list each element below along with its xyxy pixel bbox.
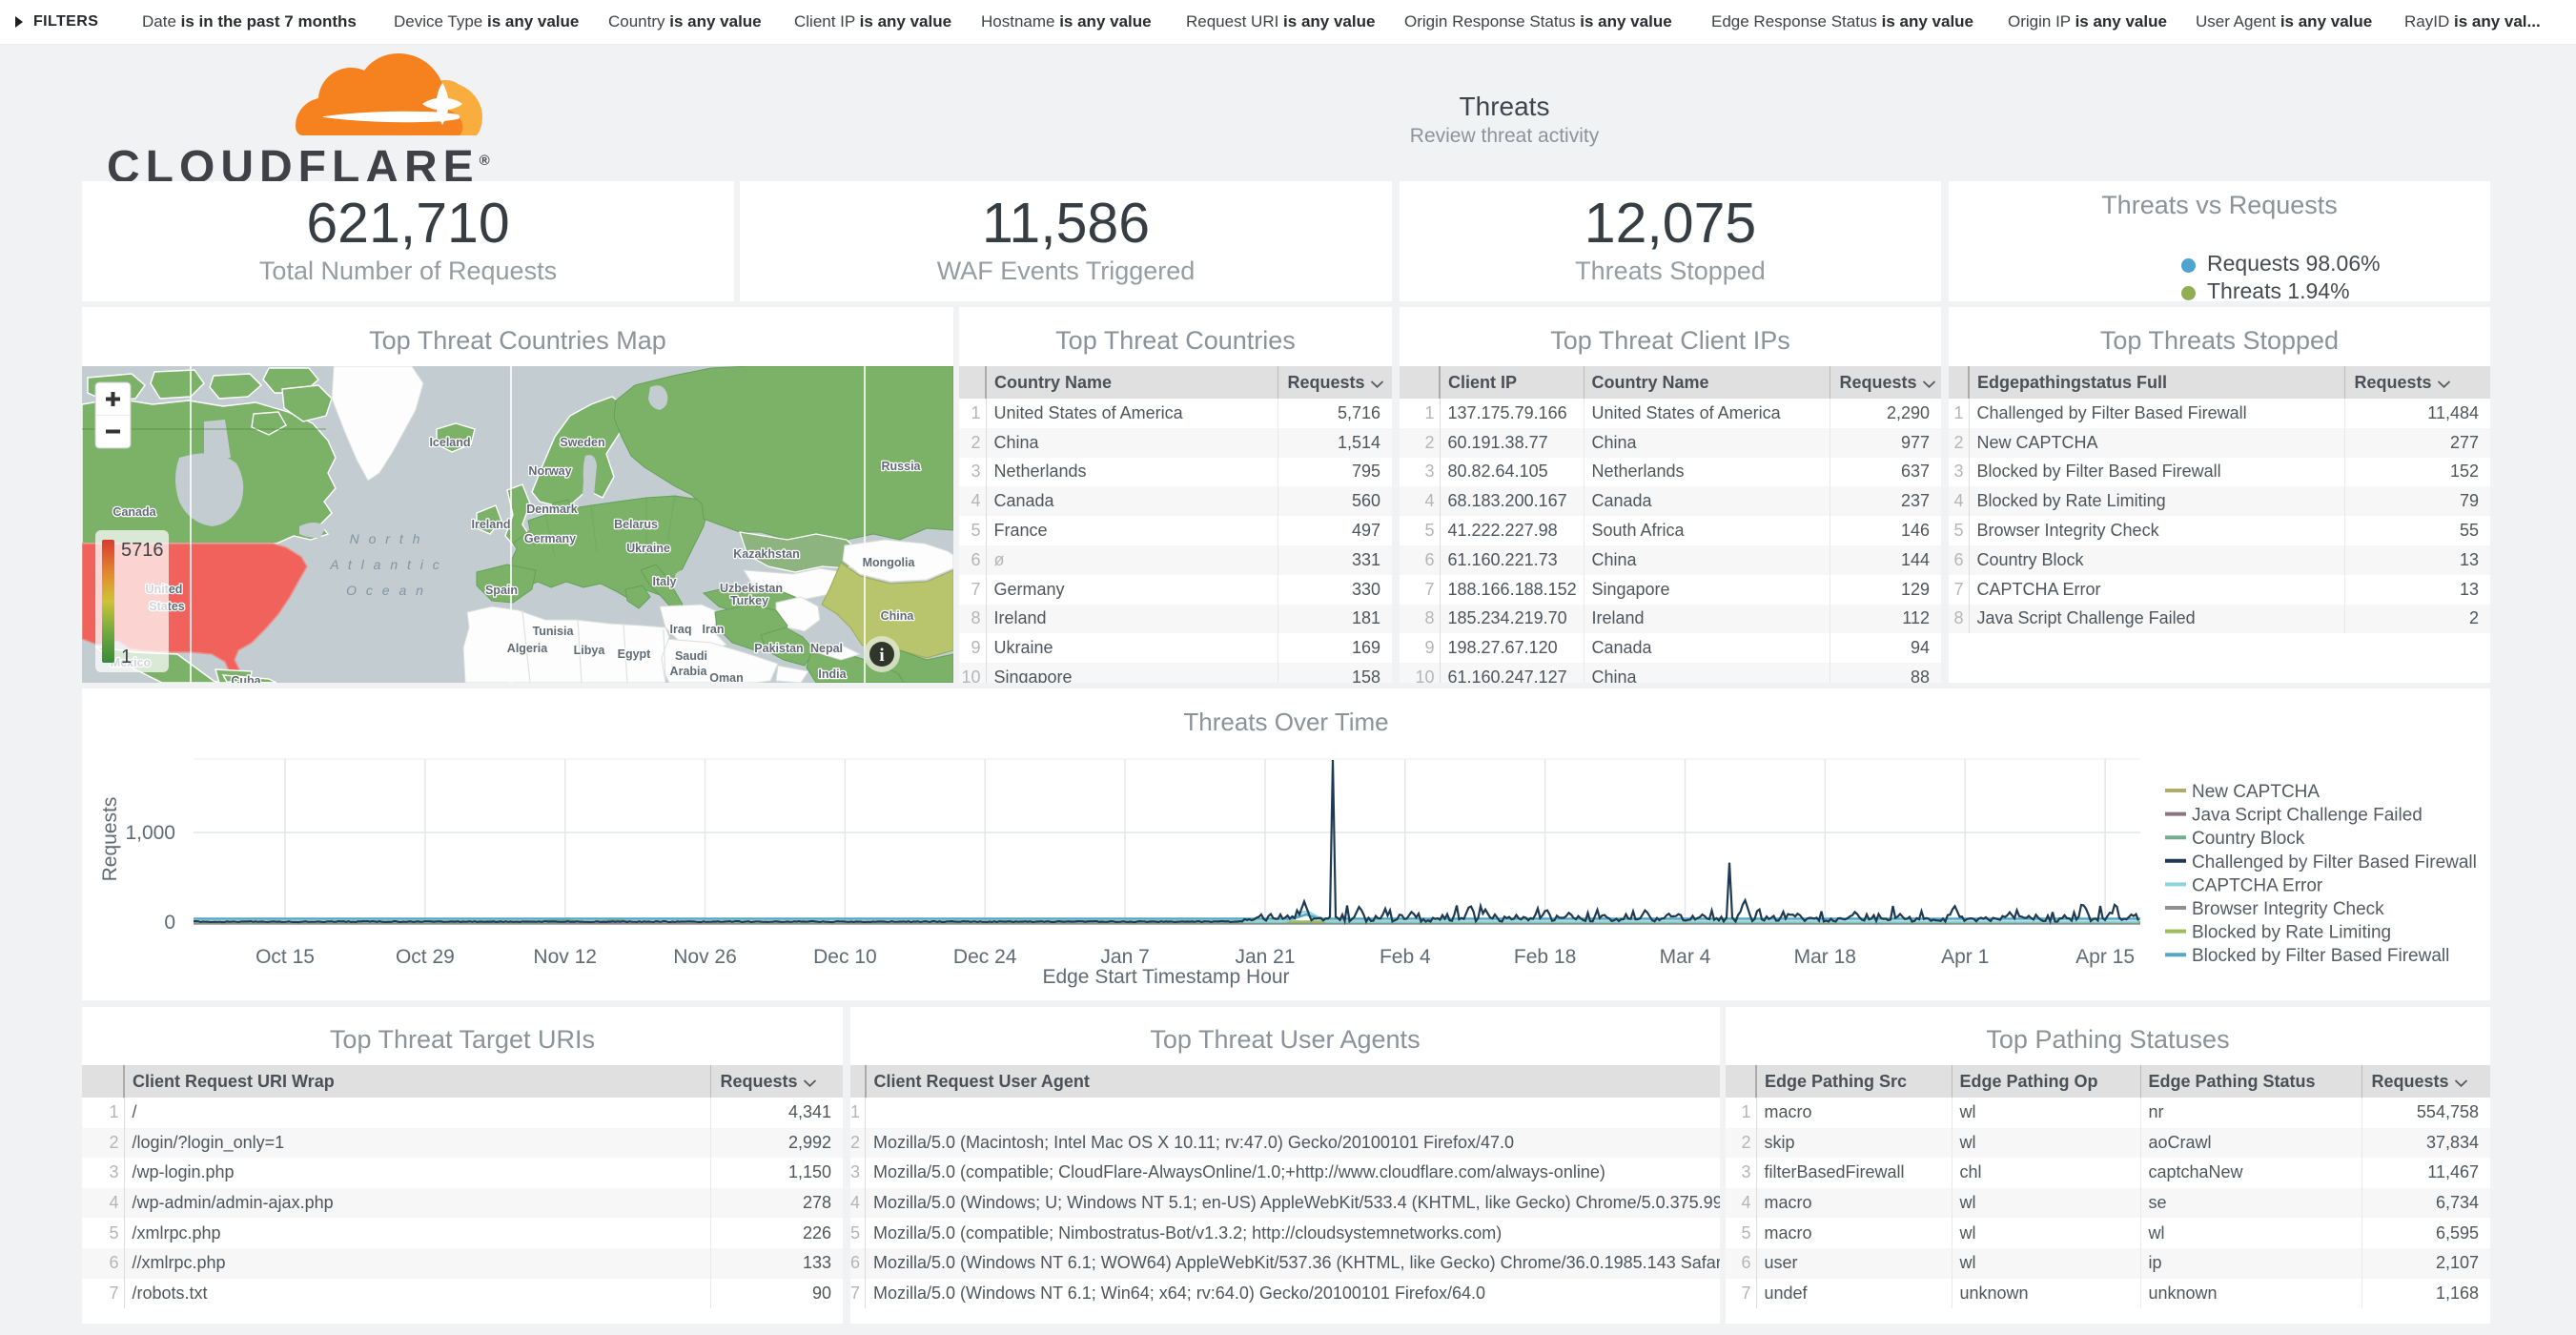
svg-text:Denmark: Denmark <box>526 503 578 516</box>
svg-text:Spain: Spain <box>485 584 518 597</box>
svg-text:Mar 4: Mar 4 <box>1660 946 1711 968</box>
svg-text:Belarus: Belarus <box>614 518 658 531</box>
svg-text:Mongolia: Mongolia <box>863 556 916 569</box>
svg-text:Pakistan: Pakistan <box>754 642 803 655</box>
svg-text:Requests: Requests <box>99 797 121 882</box>
svg-text:Java Script Challenge Failed: Java Script Challenge Failed <box>2192 806 2423 826</box>
svg-text:Dec 24: Dec 24 <box>953 946 1017 968</box>
svg-text:Browser Integrity Check: Browser Integrity Check <box>2192 899 2384 919</box>
svg-text:Apr 15: Apr 15 <box>2075 946 2135 968</box>
svg-text:0: 0 <box>164 912 175 934</box>
svg-text:New CAPTCHA: New CAPTCHA <box>2192 782 2320 802</box>
svg-text:1,000: 1,000 <box>125 822 175 844</box>
svg-text:Norway: Norway <box>528 464 571 478</box>
svg-text:Oct 29: Oct 29 <box>396 946 455 968</box>
svg-text:A t l a n t i c: A t l a n t i c <box>329 557 442 572</box>
svg-text:N o r t h: N o r t h <box>350 531 423 546</box>
svg-text:Canada: Canada <box>112 505 156 519</box>
svg-text:Threats Over Time: Threats Over Time <box>1183 708 1388 736</box>
svg-text:Libya: Libya <box>574 644 606 657</box>
svg-text:Ireland: Ireland <box>472 518 511 531</box>
svg-text:Nov 12: Nov 12 <box>533 946 597 968</box>
svg-text:Iraq: Iraq <box>670 623 692 636</box>
svg-text:Challenged by Filter Based Fir: Challenged by Filter Based Firewall <box>2192 852 2477 873</box>
svg-text:Feb 18: Feb 18 <box>1514 946 1576 968</box>
svg-text:Nepal: Nepal <box>810 642 843 655</box>
svg-text:Italy: Italy <box>652 575 676 588</box>
svg-text:Edge Start Timestamp Hour: Edge Start Timestamp Hour <box>1042 966 1289 988</box>
svg-text:China: China <box>881 609 915 623</box>
svg-text:Saudi: Saudi <box>675 649 707 663</box>
svg-text:Dec 10: Dec 10 <box>813 946 877 968</box>
svg-text:Germany: Germany <box>524 532 576 545</box>
svg-text:Ukraine: Ukraine <box>626 542 670 555</box>
svg-text:Jan 7: Jan 7 <box>1100 946 1149 968</box>
svg-text:Nov 26: Nov 26 <box>673 946 737 968</box>
svg-text:Sweden: Sweden <box>560 436 604 449</box>
svg-text:Oman: Oman <box>709 671 743 683</box>
svg-text:Blocked by Rate Limiting: Blocked by Rate Limiting <box>2192 923 2391 943</box>
svg-text:O c e a n: O c e a n <box>346 583 426 598</box>
svg-text:5716: 5716 <box>121 540 164 561</box>
svg-text:Algeria: Algeria <box>507 642 548 655</box>
svg-text:1: 1 <box>121 647 132 668</box>
svg-text:Egypt: Egypt <box>618 647 652 661</box>
svg-text:Jan 21: Jan 21 <box>1235 946 1295 968</box>
svg-text:Mar 18: Mar 18 <box>1794 946 1856 968</box>
svg-text:Uzbekistan: Uzbekistan <box>720 582 783 595</box>
svg-text:Country Block: Country Block <box>2192 829 2305 849</box>
svg-text:Arabia: Arabia <box>670 665 708 678</box>
svg-text:Cuba: Cuba <box>231 674 261 683</box>
svg-text:India: India <box>818 668 847 681</box>
svg-text:Apr 1: Apr 1 <box>1941 946 1989 968</box>
svg-text:Russia: Russia <box>882 460 922 473</box>
svg-text:Iran: Iran <box>703 623 725 636</box>
svg-text:Oct 15: Oct 15 <box>256 946 315 968</box>
svg-text:Turkey: Turkey <box>730 594 768 607</box>
svg-text:Iceland: Iceland <box>429 436 470 449</box>
svg-text:CAPTCHA Error: CAPTCHA Error <box>2192 875 2323 895</box>
svg-text:Feb 4: Feb 4 <box>1380 946 1431 968</box>
svg-text:Kazakhstan: Kazakhstan <box>733 547 799 561</box>
svg-text:Tunisia: Tunisia <box>533 625 575 638</box>
svg-text:i: i <box>879 646 884 666</box>
svg-text:Blocked by Filter Based Firewa: Blocked by Filter Based Firewall <box>2192 946 2449 966</box>
